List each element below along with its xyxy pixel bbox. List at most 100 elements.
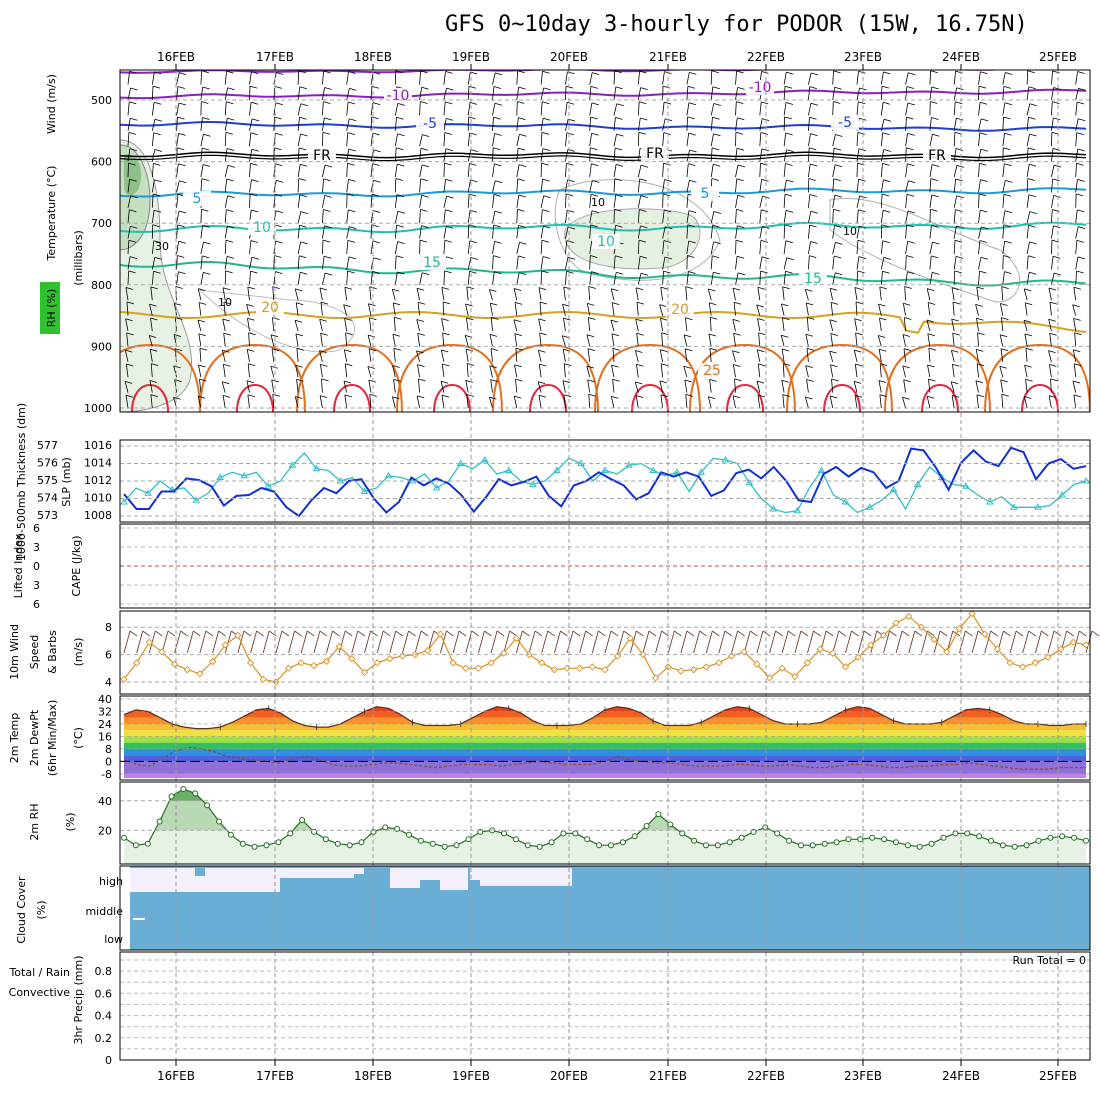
wind-barb (1051, 273, 1055, 285)
wind-barb (591, 630, 599, 654)
wind-barb (881, 224, 889, 228)
wind-barb (931, 86, 939, 90)
wind-barb (322, 70, 324, 85)
wind-barb (978, 179, 981, 193)
wind-barb (519, 272, 527, 275)
wind-speed-point (651, 674, 660, 682)
wind-barb (516, 164, 520, 178)
wind-barb (712, 86, 720, 90)
wind-barb (173, 365, 177, 378)
wind-barb (174, 302, 182, 306)
wind-barb (759, 132, 762, 147)
rh-point (441, 843, 448, 850)
wind-barb (845, 630, 852, 654)
wind-speed-point (689, 666, 698, 674)
wind-barb (976, 317, 984, 321)
wind-barb (930, 178, 938, 181)
panel-frame (119, 781, 1091, 865)
date-label-bottom: 20FEB (550, 1069, 588, 1083)
wind-barb (639, 101, 647, 105)
wind-barb (441, 318, 449, 321)
wind-barb (927, 630, 935, 637)
wind-barb (224, 148, 228, 162)
wind-barb (246, 349, 250, 362)
wind-barb (655, 630, 663, 654)
thickness-point (553, 466, 561, 473)
wind-barb (442, 332, 450, 336)
wind-barb (151, 240, 155, 255)
rh-point (1047, 834, 1054, 841)
rh-point (524, 842, 531, 849)
wind-barb (760, 240, 769, 243)
wind-barb (784, 116, 792, 120)
wind-barb (514, 302, 518, 316)
wind-barb (246, 380, 255, 384)
wind-barb (590, 116, 598, 120)
wind-barb (662, 193, 671, 197)
rh-point (786, 837, 793, 844)
wind-barb (686, 180, 690, 193)
wind-barb (319, 395, 323, 409)
wind-barb (295, 302, 299, 316)
wind-barb (686, 149, 690, 162)
wind-barb (710, 117, 713, 131)
wind-barb (1048, 350, 1052, 362)
wind-barb (178, 102, 187, 106)
li-tick: 6 (33, 598, 40, 611)
wind-barb (167, 630, 176, 637)
wind-barb (858, 148, 867, 152)
wind-barb (783, 363, 791, 366)
wind-barb (832, 242, 836, 255)
wind-barb (392, 302, 396, 316)
wind-barb (513, 396, 518, 409)
wind-barb (612, 379, 615, 393)
wind-barb (1073, 349, 1081, 353)
wind-barb (484, 630, 492, 637)
wind-barb (617, 630, 625, 654)
wind-barb (782, 317, 785, 332)
wind-barb (903, 317, 906, 332)
wind-barb (709, 302, 717, 306)
wind-barb (951, 287, 955, 301)
thickness-point (745, 478, 754, 486)
wind-barb (591, 102, 600, 106)
temperature-contour (823, 383, 861, 412)
wind-barb (902, 365, 910, 369)
wind-barb (806, 348, 815, 351)
wind-barb (832, 255, 835, 270)
wind-barb (270, 334, 275, 347)
wind-barb (856, 270, 858, 285)
wind-barb (320, 302, 323, 316)
wind-barb (586, 365, 594, 369)
wind-barb (659, 349, 663, 362)
wind-barb (659, 380, 663, 393)
pressure-tick: 600 (91, 156, 112, 169)
wind-barb (126, 332, 134, 336)
rh-point (560, 830, 567, 837)
wind-barb (540, 226, 544, 239)
wind-barb (1075, 193, 1084, 197)
rh-point (821, 840, 828, 847)
wind-barb (176, 117, 178, 131)
wind-barb (613, 272, 617, 285)
wind-barb (1075, 226, 1079, 239)
rh-point (940, 834, 947, 841)
wind-barb (834, 164, 843, 168)
wind-barb (710, 70, 713, 85)
wind-barb (394, 316, 402, 320)
wind-barb (636, 302, 639, 316)
wind-barb (516, 178, 519, 193)
wind-barb (735, 272, 739, 285)
wind-barb (493, 86, 502, 89)
wind-barb (586, 303, 591, 316)
wind-barb (319, 395, 328, 398)
wind-barb (421, 86, 429, 90)
wind-barb (178, 133, 186, 136)
wind-barb (300, 163, 308, 167)
wind-barb (306, 630, 315, 637)
wind-barb (222, 350, 226, 362)
wind-barb (419, 239, 428, 243)
wind-barb (1048, 318, 1056, 322)
wind-barb (905, 180, 909, 193)
wind-barb (127, 71, 130, 85)
